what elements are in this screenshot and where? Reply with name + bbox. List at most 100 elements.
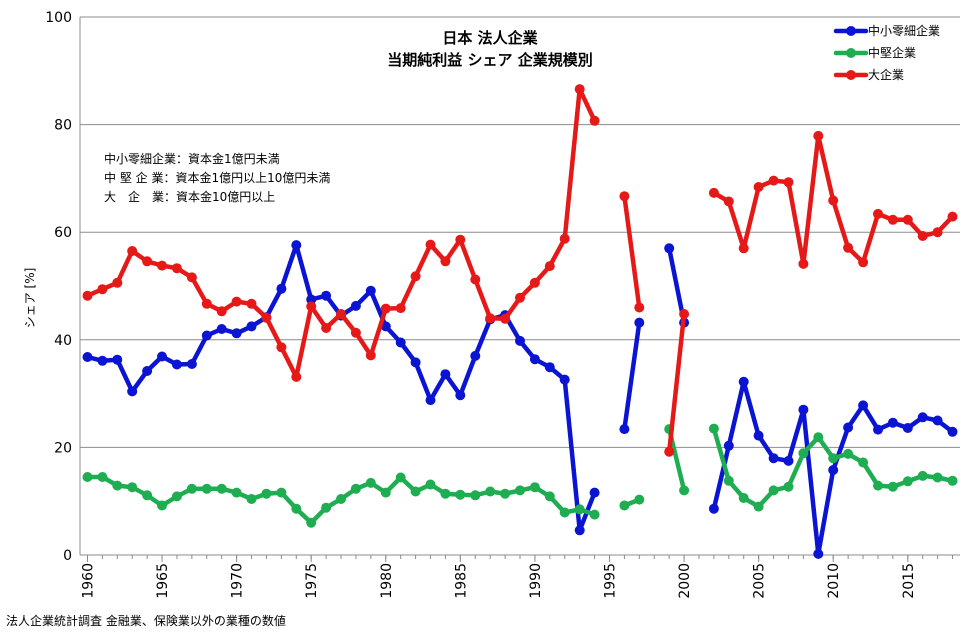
data-point	[723, 440, 734, 451]
data-point	[529, 354, 540, 365]
data-point	[142, 256, 153, 267]
x-tick-label: 1970	[230, 563, 246, 599]
data-point	[261, 312, 272, 323]
data-point	[246, 494, 257, 504]
axes: 0 20 40 60 80 100 1960 1965 1970 1975 1980 1985 1990…	[45, 10, 960, 599]
data-point	[843, 448, 854, 459]
data-point	[798, 258, 809, 269]
x-tick-label: 2005	[752, 563, 768, 599]
data-point	[619, 500, 630, 511]
data-point	[634, 302, 645, 313]
data-point	[529, 482, 540, 493]
data-point	[679, 309, 690, 319]
data-point	[589, 115, 600, 126]
data-point	[291, 240, 302, 251]
data-point	[873, 424, 883, 435]
data-point	[112, 354, 123, 365]
legend-swatch-marker	[846, 48, 856, 58]
data-point	[932, 472, 943, 483]
data-point	[82, 290, 93, 301]
x-tick-label: 1960	[80, 563, 96, 599]
data-point	[127, 246, 138, 256]
data-point	[559, 507, 570, 518]
data-point	[112, 277, 123, 288]
data-point	[544, 491, 555, 502]
legend-item: 大企業	[833, 67, 904, 82]
data-point	[440, 256, 451, 267]
data-point	[127, 386, 138, 397]
data-point	[97, 284, 108, 295]
y-tick-label: 40	[54, 333, 72, 349]
chart-title: 日本 法人企業 当期純利益 シェア 企業規模別	[387, 29, 592, 69]
data-point	[440, 369, 451, 380]
data-point	[843, 242, 854, 253]
data-point	[708, 423, 719, 434]
data-point	[723, 475, 734, 486]
data-point	[216, 306, 227, 317]
data-point	[738, 493, 749, 503]
data-point	[917, 412, 928, 423]
data-point	[798, 448, 809, 459]
x-tick-label: 1990	[528, 563, 544, 599]
x-tick-label: 2000	[677, 563, 693, 599]
data-point	[858, 457, 869, 468]
data-point	[82, 352, 93, 362]
data-point	[858, 400, 869, 411]
data-point	[276, 283, 287, 294]
data-point	[201, 298, 212, 309]
data-point	[231, 328, 242, 339]
data-point	[157, 500, 167, 511]
data-point	[455, 489, 466, 500]
data-point	[455, 390, 466, 401]
legend-label: 中小零細企業	[868, 23, 940, 38]
gridlines	[80, 16, 960, 448]
data-point	[574, 84, 585, 95]
data-point	[828, 195, 839, 206]
legend-label: 大企業	[868, 67, 904, 82]
note-line-1: 中小零細企業：資本金1億円未満	[104, 151, 280, 166]
legend-item: 中堅企業	[833, 45, 916, 60]
data-point	[559, 233, 570, 244]
data-point	[515, 335, 525, 346]
data-point	[664, 446, 675, 457]
series-lines	[82, 84, 958, 559]
data-point	[753, 430, 764, 441]
data-point	[231, 487, 242, 498]
data-point	[306, 301, 317, 312]
x-tick-label: 2010	[826, 563, 842, 599]
series-line	[622, 320, 642, 432]
y-tick-label: 20	[54, 440, 72, 456]
data-point	[932, 227, 943, 238]
data-point	[350, 327, 361, 338]
data-point	[470, 350, 481, 361]
data-point	[783, 481, 794, 492]
data-point	[485, 313, 496, 324]
note-line-2: 中 堅 企 業：資本金1億円以上10億円未満	[104, 170, 330, 185]
data-point	[276, 342, 287, 353]
data-point	[425, 395, 436, 406]
y-tick-label: 60	[54, 225, 72, 241]
data-point	[321, 502, 332, 513]
data-point	[127, 482, 138, 493]
note-line-3: 大 企 業：資本金10億円以上	[104, 189, 275, 204]
series-line	[622, 193, 642, 310]
data-point	[276, 487, 287, 498]
notes: 中小零細企業：資本金1億円未満 中 堅 企 業：資本金1億円以上10億円未満 大…	[104, 151, 330, 204]
data-point	[902, 423, 913, 433]
data-point	[664, 243, 675, 254]
data-point	[887, 214, 898, 225]
y-tick-label: 100	[45, 10, 72, 26]
data-point	[917, 470, 928, 481]
data-point	[201, 483, 212, 494]
data-point	[828, 465, 839, 475]
data-point	[723, 196, 734, 207]
data-point	[902, 476, 913, 487]
data-point	[336, 494, 346, 504]
data-point	[932, 415, 943, 426]
data-point	[291, 503, 302, 514]
data-point	[813, 130, 824, 141]
legend-label: 中堅企業	[868, 45, 916, 60]
data-point	[828, 453, 839, 464]
